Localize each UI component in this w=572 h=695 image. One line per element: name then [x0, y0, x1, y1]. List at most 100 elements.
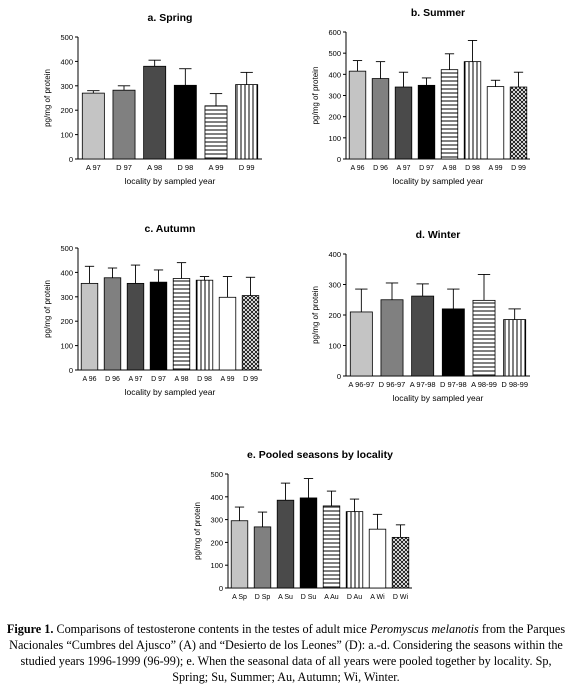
bar — [509, 86, 528, 160]
x-axis-label: locality by sampled year — [125, 176, 216, 186]
x-tick-label: D 96 — [105, 376, 120, 383]
bar — [149, 281, 168, 371]
chart-title: e. Pooled seasons by locality — [247, 449, 393, 461]
x-tick-label: D 97 — [116, 163, 132, 172]
y-tick-label: 200 — [210, 538, 223, 547]
y-axis-label: pg/mg of protein — [43, 280, 52, 338]
x-tick-label: A 96 — [82, 376, 96, 383]
bar — [195, 279, 214, 371]
x-tick-label: D 99 — [243, 376, 258, 383]
x-tick-label: A 97 — [86, 163, 101, 172]
y-tick-label: 500 — [210, 470, 223, 479]
bar — [348, 70, 367, 160]
x-tick-label: D Au — [347, 594, 362, 601]
bar — [345, 511, 364, 589]
chart-title: b. Summer — [411, 7, 465, 19]
bar — [349, 311, 373, 377]
x-tick-label: D 96-97 — [379, 380, 406, 389]
chart-title: c. Autumn — [145, 223, 196, 235]
y-tick-label: 100 — [60, 131, 73, 140]
x-tick-label: D 96 — [373, 165, 388, 172]
y-tick-label: 300 — [328, 92, 341, 101]
y-tick-label: 500 — [60, 244, 73, 253]
x-tick-label: A 99 — [220, 376, 234, 383]
bar — [204, 105, 228, 160]
bar — [463, 61, 482, 160]
bar — [486, 86, 505, 160]
y-tick-label: 300 — [60, 293, 73, 302]
chart-svg: b. Summer 0 100 200 300 400 500 600 pg/mg of pro… — [311, 7, 530, 186]
bar — [411, 295, 435, 377]
chart-svg: e. Pooled seasons by locality 0 100 200 300 4… — [193, 449, 412, 601]
x-tick-label: D 98 — [177, 163, 193, 172]
bar — [126, 282, 145, 371]
bar — [503, 319, 527, 377]
x-tick-label: A Su — [278, 594, 293, 601]
bar — [441, 308, 465, 377]
bar — [253, 526, 272, 589]
y-tick-label: 200 — [60, 317, 73, 326]
y-tick-label: 400 — [60, 57, 73, 66]
x-axis-label: locality by sampled year — [125, 387, 216, 397]
y-tick-label: 200 — [328, 113, 341, 122]
bar — [81, 92, 105, 160]
chart-svg: c. Autumn 0 100 200 300 400 500 pg/mg of protei… — [43, 223, 262, 397]
y-tick-label: 300 — [60, 82, 73, 91]
y-tick-label: 200 — [328, 311, 341, 320]
y-tick-label: 100 — [328, 134, 341, 143]
y-tick-label: 100 — [328, 342, 341, 351]
caption-text-2: from the Parques Nacionales “Cumbres del… — [9, 622, 566, 684]
chart-spring: a. Spring 0 100 200 300 400 500 pg/mg of protei… — [40, 5, 270, 195]
x-tick-label: D 98-99 — [501, 380, 528, 389]
bar — [218, 296, 237, 371]
y-tick-label: 0 — [337, 155, 341, 164]
bar — [368, 528, 387, 589]
bar — [322, 505, 341, 589]
y-tick-label: 200 — [60, 106, 73, 115]
x-axis-label: locality by sampled year — [393, 176, 484, 186]
figure-caption: Figure 1. Comparisons of testosterone co… — [4, 621, 568, 685]
bar — [299, 497, 318, 589]
x-axis-label: locality by sampled year — [393, 393, 484, 403]
x-tick-label: A Sp — [232, 594, 247, 601]
y-tick-label: 600 — [328, 28, 341, 37]
bar — [143, 65, 167, 160]
y-tick-label: 0 — [219, 584, 223, 593]
x-tick-label: A 99 — [208, 163, 223, 172]
x-tick-label: A 99 — [488, 165, 502, 172]
y-axis-label: pg/mg of protein — [193, 502, 202, 560]
chart-svg: d. Winter 0 100 200 300 400 pg/mg of protein A … — [311, 229, 530, 403]
x-tick-label: A 97 — [128, 376, 142, 383]
y-tick-label: 300 — [210, 516, 223, 525]
x-tick-label: A 98 — [442, 165, 456, 172]
x-tick-label: A 96 — [350, 165, 364, 172]
y-tick-label: 100 — [60, 342, 73, 351]
x-tick-label: A Au — [324, 594, 339, 601]
y-tick-label: 0 — [337, 372, 341, 381]
x-tick-label: A 98-99 — [471, 380, 497, 389]
y-tick-label: 500 — [60, 33, 73, 42]
chart-autumn: c. Autumn 0 100 200 300 400 500 pg/mg of protei… — [40, 216, 270, 406]
y-tick-label: 0 — [69, 366, 73, 375]
y-tick-label: 400 — [328, 250, 341, 259]
chart-pooled: e. Pooled seasons by locality 0 100 200 300 4… — [190, 442, 420, 614]
bar — [276, 499, 295, 589]
x-tick-label: D 98 — [465, 165, 480, 172]
bar — [417, 84, 436, 160]
x-tick-label: D 98 — [197, 376, 212, 383]
bar — [80, 282, 99, 371]
x-tick-label: A 98 — [174, 376, 188, 383]
x-tick-label: D 97 — [419, 165, 434, 172]
y-tick-label: 0 — [69, 155, 73, 164]
caption-label: Figure 1. — [6, 622, 54, 636]
x-tick-label: D Sp — [255, 594, 271, 601]
caption-text-1: Comparisons of testosterone contents in … — [53, 622, 370, 636]
caption-species: Peromyscus melanotis — [369, 622, 479, 636]
x-tick-label: A 97 — [396, 165, 410, 172]
bar — [472, 299, 496, 377]
x-tick-label: D 97-98 — [440, 380, 467, 389]
bar — [172, 278, 191, 371]
bar — [380, 299, 404, 377]
bar — [235, 84, 259, 160]
x-tick-label: A 97-98 — [410, 380, 436, 389]
